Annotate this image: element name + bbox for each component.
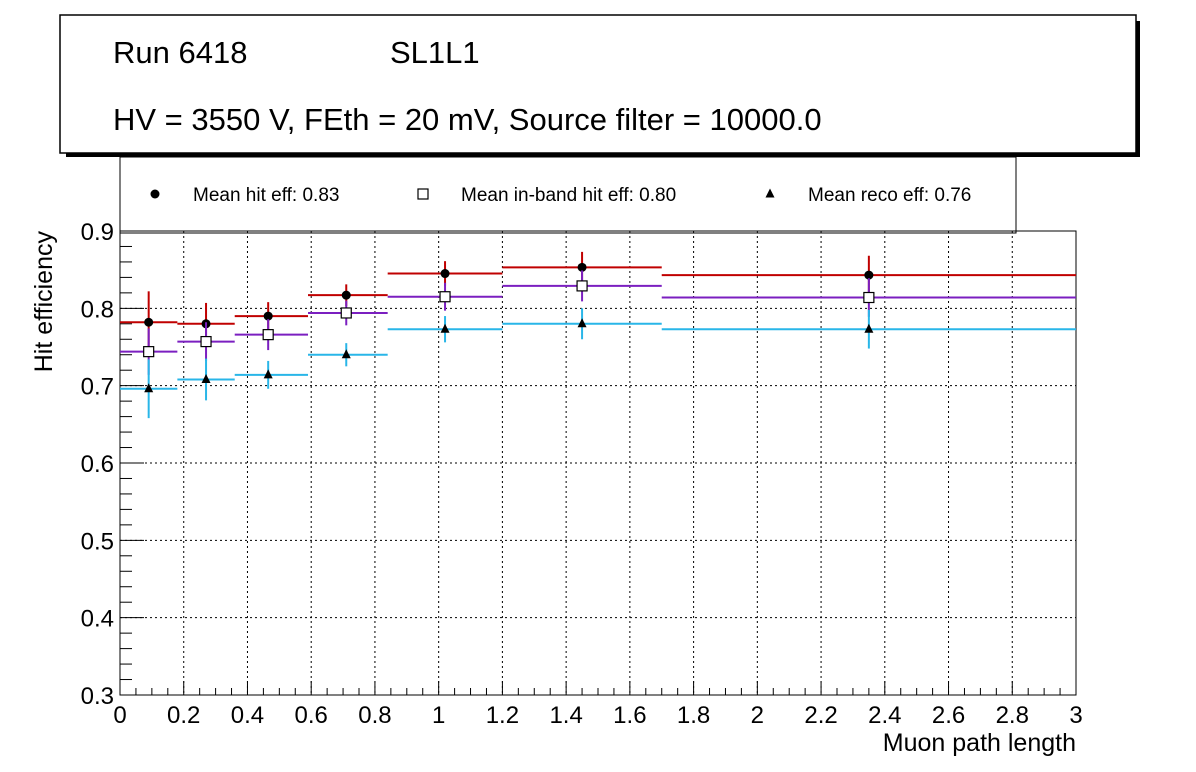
axes: 0 0.2 0.4 0.6 0.8 1 1.2 1.4 1.6 1.8 2 2.2 2.4 2.6 2.8 3… (81, 219, 1083, 729)
x-tick-label: 0 (113, 702, 126, 729)
circle-marker (341, 290, 351, 300)
open-square-marker (417, 188, 429, 200)
open-square-marker (143, 346, 155, 358)
plot-frame (119, 230, 1077, 696)
series-1 (120, 270, 1076, 375)
x-tick-label: 0.8 (358, 702, 391, 729)
open-square-marker (200, 335, 212, 348)
x-tick-label: 3 (1069, 702, 1082, 729)
circle-marker (263, 311, 273, 321)
grid (120, 231, 1076, 695)
y-tick-label: 0.4 (81, 606, 114, 633)
run-label: Run 6418 (113, 35, 247, 70)
x-tick-label: 2.2 (804, 702, 837, 729)
y-tick-label: 0.6 (81, 451, 114, 478)
triangle-marker (765, 188, 775, 198)
x-tick-label: 2.8 (996, 702, 1029, 729)
x-tick-label: 0.6 (295, 702, 328, 729)
series-2 (120, 308, 1076, 419)
open-square-marker (340, 307, 352, 319)
title-box (59, 14, 1137, 154)
triangle-marker (577, 318, 587, 328)
circle-marker (440, 269, 450, 279)
triangle-marker (440, 323, 450, 333)
open-square-marker (863, 291, 875, 304)
legend-box (119, 156, 1017, 234)
triangle-marker (864, 323, 874, 333)
x-tick-label: 0.4 (231, 702, 264, 729)
y-tick-label: 0.9 (81, 219, 114, 246)
y-tick-label: 0.3 (81, 683, 114, 710)
layer-label: SL1L1 (390, 35, 480, 70)
legend-label: Mean hit eff: 0.83 (193, 185, 339, 206)
x-tick-label: 1.8 (677, 702, 710, 729)
x-tick-label: 1 (432, 702, 445, 729)
y-tick-label: 0.5 (81, 528, 114, 555)
legend: Mean hit eff: 0.83 Mean in-band hit eff: … (150, 185, 971, 206)
x-tick-label: 0.2 (167, 702, 200, 729)
y-tick-label: 0.8 (81, 296, 114, 323)
legend-label: Mean reco eff: 0.76 (808, 185, 971, 206)
legend-label: Mean in-band hit eff: 0.80 (461, 185, 676, 206)
x-tick-label: 1.6 (613, 702, 646, 729)
conditions-label: HV = 3550 V, FEth = 20 mV, Source filter… (113, 102, 822, 137)
x-axis-label: Muon path length (883, 729, 1076, 757)
circle-marker (144, 317, 154, 327)
triangle-marker (341, 349, 351, 359)
triangle-marker (144, 383, 154, 393)
circle-marker (577, 262, 587, 272)
y-tick-label: 0.7 (81, 374, 114, 401)
y-axis-label: Hit efficiency (30, 231, 58, 373)
circle-marker (864, 270, 874, 280)
x-tick-label: 2.6 (932, 702, 965, 729)
triangle-marker (263, 369, 273, 379)
x-tick-label: 2.4 (868, 702, 901, 729)
open-square-marker (576, 280, 588, 292)
series-0 (120, 251, 1076, 354)
open-square-marker (439, 291, 451, 303)
x-tick-label: 1.2 (486, 702, 519, 729)
x-tick-label: 1.4 (549, 702, 582, 729)
series-layer (120, 251, 1076, 419)
open-square-marker (262, 329, 274, 341)
triangle-marker (201, 373, 211, 383)
x-tick-label: 2 (751, 702, 764, 729)
circle-marker (150, 189, 160, 199)
